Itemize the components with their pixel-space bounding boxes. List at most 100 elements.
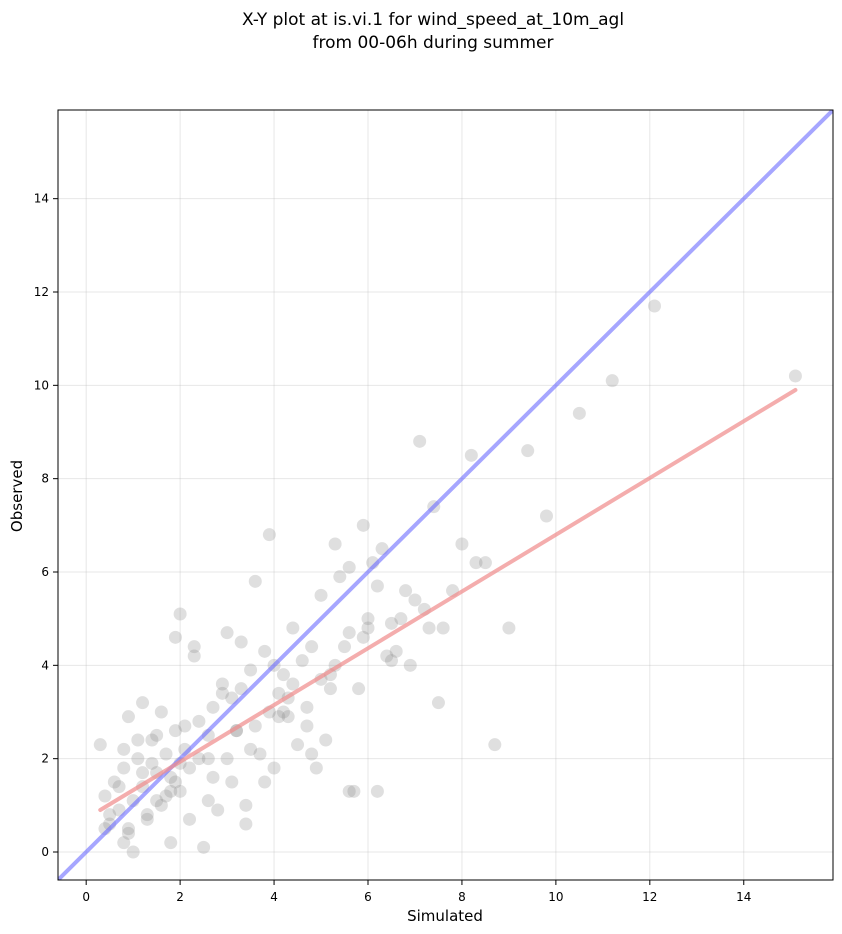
identity-line (58, 110, 833, 880)
data-point (370, 784, 384, 798)
data-point (192, 752, 206, 766)
data-point (187, 640, 201, 654)
data-point (117, 742, 131, 756)
data-point (112, 780, 126, 794)
data-point (136, 766, 150, 780)
data-point (131, 752, 145, 766)
data-point (436, 621, 450, 635)
data-point (168, 775, 182, 789)
data-point (267, 761, 281, 775)
data-point (342, 560, 356, 574)
data-point (464, 448, 478, 462)
x-tick-label-2: 4 (270, 890, 278, 904)
data-point (539, 509, 553, 523)
data-point (220, 626, 234, 640)
data-point (361, 621, 375, 635)
y-tick-label-7: 14 (34, 192, 49, 206)
data-point (159, 789, 173, 803)
data-point (197, 840, 211, 854)
data-point (136, 696, 150, 710)
data-point (342, 784, 356, 798)
data-point (168, 724, 182, 738)
data-point (605, 374, 619, 388)
data-point (300, 719, 314, 733)
data-point (117, 761, 131, 775)
data-point (413, 434, 427, 448)
data-point (276, 705, 290, 719)
data-point (145, 756, 159, 770)
data-point (281, 710, 295, 724)
data-point (121, 710, 135, 724)
data-point (314, 588, 328, 602)
data-point (488, 738, 502, 752)
data-point (215, 677, 229, 691)
x-tick-label-7: 14 (736, 890, 751, 904)
data-point (159, 747, 173, 761)
plot-frame (57, 109, 834, 881)
data-point (258, 775, 272, 789)
data-point (389, 644, 403, 658)
data-point (168, 630, 182, 644)
data-point (352, 682, 366, 696)
data-point (384, 654, 398, 668)
data-point (286, 621, 300, 635)
data-point (131, 733, 145, 747)
data-point (248, 719, 262, 733)
data-point (356, 630, 370, 644)
data-point (154, 798, 168, 812)
data-point (103, 808, 117, 822)
data-point (356, 518, 370, 532)
data-point (572, 406, 586, 420)
data-point (183, 812, 197, 826)
data-point (648, 299, 662, 313)
data-point (140, 812, 154, 826)
data-point (328, 537, 342, 551)
grid (58, 110, 833, 880)
data-point (192, 714, 206, 728)
data-point (375, 542, 389, 556)
data-point (234, 635, 248, 649)
data-point (121, 822, 135, 836)
data-point (211, 803, 225, 817)
data-point (342, 626, 356, 640)
y-tick-label-2: 4 (41, 658, 49, 672)
data-point (187, 649, 201, 663)
data-point (276, 668, 290, 682)
x-tick-label-1: 2 (176, 890, 184, 904)
x-tick-label-4: 8 (458, 890, 466, 904)
data-point (201, 752, 215, 766)
data-point (164, 770, 178, 784)
data-point (112, 803, 126, 817)
data-point (286, 677, 300, 691)
data-point (431, 696, 445, 710)
data-point (225, 691, 239, 705)
y-tick-label-1: 2 (41, 752, 49, 766)
data-point (272, 710, 286, 724)
data-point (220, 752, 234, 766)
data-point (206, 700, 220, 714)
plot-area (58, 110, 833, 880)
data-point (361, 612, 375, 626)
data-point (408, 593, 422, 607)
data-point (403, 658, 417, 672)
y-tick-label-6: 12 (34, 285, 49, 299)
data-point (150, 728, 164, 742)
axes: 0 2 4 6 8 10 12 14 0 2 4 6 8 10 12 14 (34, 109, 834, 904)
data-point (126, 845, 140, 859)
data-point (183, 761, 197, 775)
data-point (215, 686, 229, 700)
regression-line (98, 388, 798, 812)
data-point (225, 775, 239, 789)
data-point (309, 761, 323, 775)
data-point (121, 826, 135, 840)
y-axis-label: Observed (8, 460, 26, 532)
data-point (154, 705, 168, 719)
chart-title-line-1: X-Y plot at is.vi.1 for wind_speed_at_10… (242, 10, 624, 30)
data-point (291, 738, 305, 752)
data-point (478, 556, 492, 570)
y-tick-label-0: 0 (41, 845, 49, 859)
data-point (469, 556, 483, 570)
data-point (305, 640, 319, 654)
data-point (422, 621, 436, 635)
data-point (338, 640, 352, 654)
